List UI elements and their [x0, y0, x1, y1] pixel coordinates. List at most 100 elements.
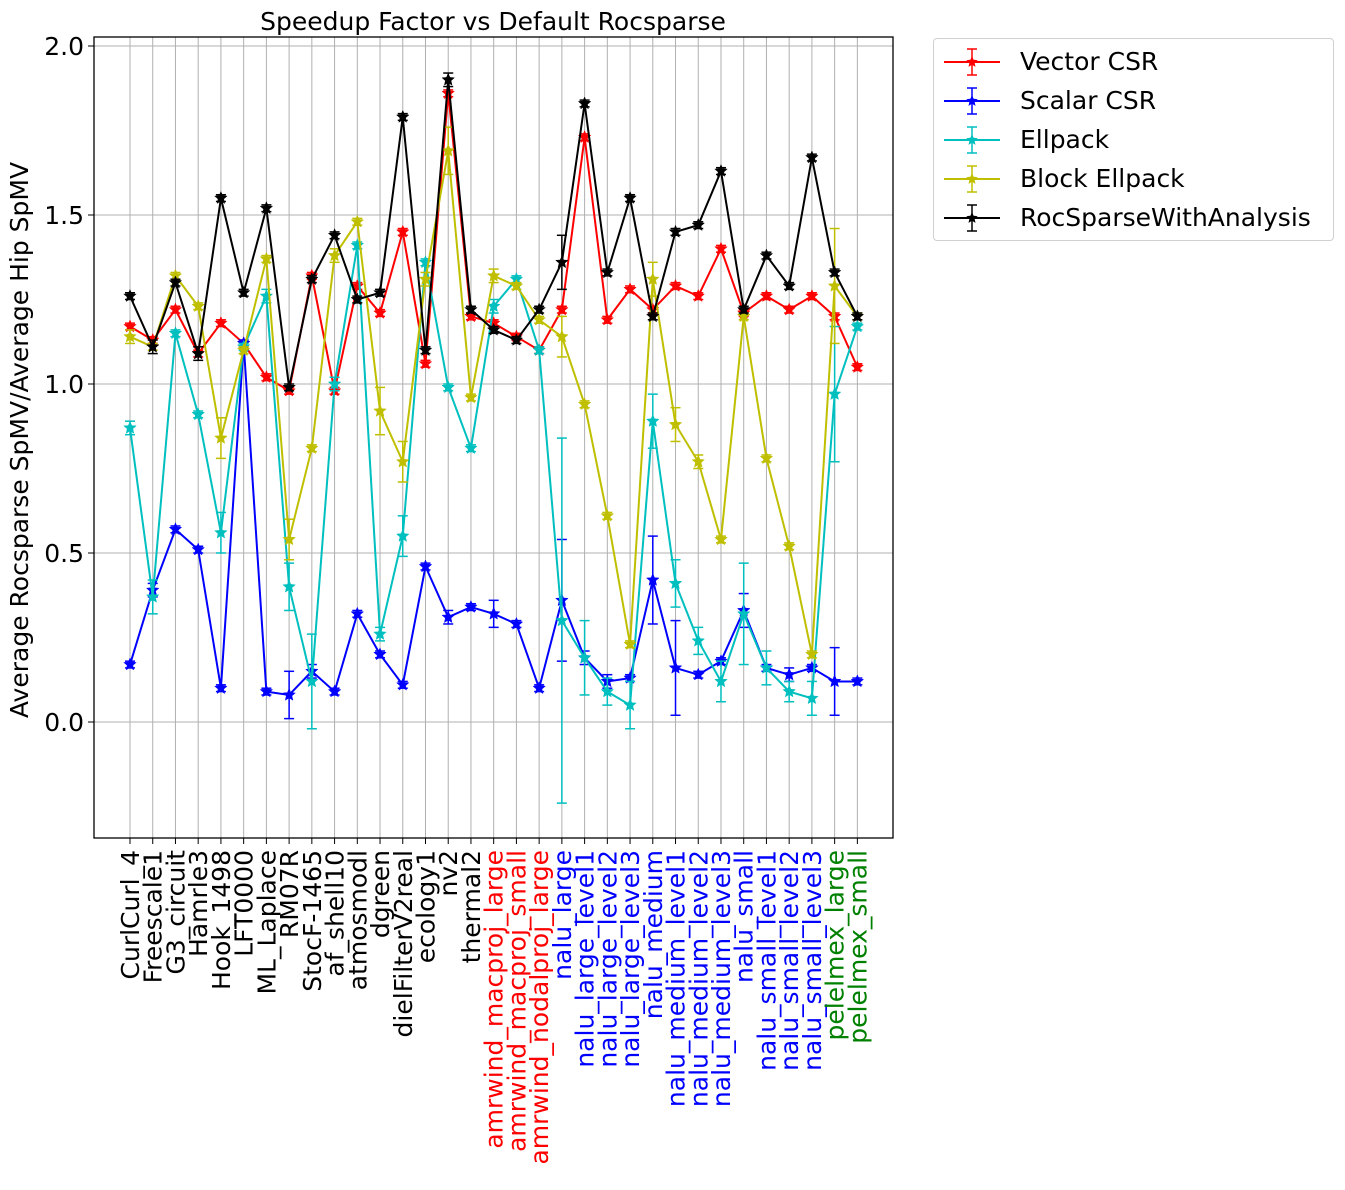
data-point [736, 606, 751, 620]
y-tick-label: 2.0 [44, 32, 84, 61]
y-tick-label: 0.0 [44, 708, 84, 737]
data-point [805, 150, 819, 164]
data-point [373, 305, 387, 319]
data-point [668, 417, 683, 431]
x-tick-label: nalu_small_level3 [798, 850, 827, 1071]
data-point [259, 201, 274, 215]
data-point [509, 332, 524, 346]
data-point [668, 278, 683, 292]
legend-label: RocSparseWithAnalysis [1020, 203, 1311, 232]
data-point [168, 326, 183, 340]
x-tick-label: Hamrle3 [184, 850, 213, 957]
legend-item: RocSparseWithAnalysis [934, 199, 1333, 238]
data-point [623, 282, 637, 296]
x-tick-label: thermal2 [457, 850, 486, 963]
data-point [600, 312, 615, 326]
data-point [532, 681, 546, 695]
data-point [282, 579, 296, 593]
y-axis-label: Average Rocsparse SpMV/Average Hip SpMV [5, 162, 34, 718]
data-point [759, 288, 774, 302]
data-point [441, 72, 456, 86]
data-point [214, 430, 228, 444]
data-point [350, 214, 365, 228]
legend-item: Block Ellpack [934, 160, 1333, 199]
data-point [123, 657, 137, 671]
legend-item: Scalar CSR [934, 82, 1333, 121]
data-point [532, 312, 546, 326]
data-point [714, 241, 728, 255]
series-layer [123, 72, 865, 804]
data-point [691, 217, 706, 231]
data-point [600, 265, 615, 279]
chart-title: Speedup Factor vs Default Rocsparse [260, 7, 726, 36]
data-point [850, 309, 865, 323]
data-point [373, 647, 387, 661]
data-point [668, 224, 683, 238]
data-point [555, 302, 569, 316]
data-point [395, 224, 410, 238]
legend-marker-icon [944, 126, 1000, 154]
y-tick-label: 0.5 [44, 539, 84, 568]
data-point [214, 525, 228, 539]
data-point [282, 380, 296, 394]
data-point [327, 376, 342, 390]
x-tick-label: amrwind_macproj_large [480, 850, 509, 1149]
data-point [623, 697, 637, 711]
data-point [464, 302, 478, 316]
data-point [395, 454, 410, 468]
legend: Vector CSR Scalar CSR Ellpack Block Ellpack… [933, 38, 1334, 241]
data-point [327, 248, 342, 262]
data-point [555, 329, 569, 343]
data-point [123, 288, 137, 302]
x-tick-label: RM07R [275, 850, 304, 938]
legend-label: Vector CSR [1020, 47, 1159, 76]
data-point [759, 248, 774, 262]
data-point [259, 251, 274, 265]
data-point [259, 684, 274, 698]
data-point [850, 319, 865, 333]
data-point [668, 576, 683, 590]
legend-marker-icon [944, 204, 1000, 232]
data-point [123, 329, 137, 343]
data-point [691, 667, 706, 681]
x-tick-label: ecology1 [411, 850, 440, 963]
x-tick-label: amrwind_nodalproj_large [525, 850, 554, 1165]
x-tick-label: nalu_medium_level2 [684, 850, 713, 1107]
data-point [759, 660, 774, 674]
x-tick-label: dielFilterV2real [389, 850, 418, 1037]
data-point [282, 532, 296, 546]
data-point [441, 380, 456, 394]
data-point [464, 599, 478, 613]
data-point [373, 626, 387, 640]
data-point [827, 265, 842, 279]
data-point [736, 302, 751, 316]
data-point [577, 96, 592, 110]
data-point [418, 343, 433, 357]
data-point [691, 633, 706, 647]
data-point [577, 397, 592, 411]
x-tick-label: amrwind_macproj_small [502, 850, 531, 1152]
data-point [214, 681, 228, 695]
data-point [782, 278, 797, 292]
data-point [827, 386, 842, 400]
data-point [850, 359, 865, 373]
x-tick-label: af_shell10 [321, 850, 350, 977]
data-point [691, 288, 706, 302]
data-point [123, 420, 137, 434]
x-tick-label: nalu_small [730, 850, 759, 983]
data-point [805, 691, 819, 705]
data-point [509, 278, 524, 292]
x-tick-label: nalu_medium [639, 850, 668, 1019]
legend-marker-icon [944, 165, 1000, 193]
data-point [759, 451, 774, 465]
x-axis: CurlCurl_4Freescale1G3_circuitHamrle3Hoo… [116, 838, 872, 1165]
x-tick-label: nalu_small_level2 [775, 850, 804, 1071]
x-tick-label: G3_circuit [161, 850, 190, 975]
x-tick-label: nv2 [434, 850, 463, 897]
data-point [668, 660, 683, 674]
x-tick-label: nalu_small_level1 [752, 850, 781, 1071]
data-point [486, 268, 501, 282]
data-point [645, 572, 660, 586]
x-tick-label: Hook_1498 [207, 850, 236, 990]
